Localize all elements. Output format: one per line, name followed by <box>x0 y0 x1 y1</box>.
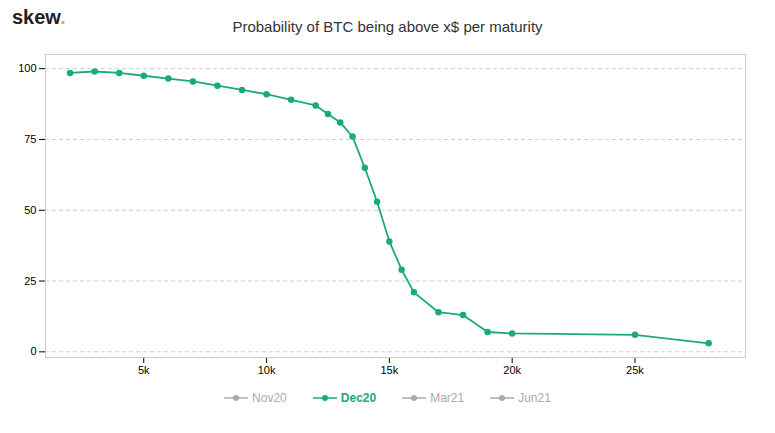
svg-text:5k: 5k <box>138 364 150 376</box>
svg-text:20k: 20k <box>503 364 521 376</box>
html-text:Dec20: Dec20 <box>340 391 377 405</box>
html-text:skew.: skew. <box>12 6 66 28</box>
svg-text:100: 100 <box>18 62 36 74</box>
svg-text:50: 50 <box>24 204 36 216</box>
svg-text:25: 25 <box>24 275 36 287</box>
svg-text:75: 75 <box>24 133 36 145</box>
html-text:Mar21: Mar21 <box>430 391 465 405</box>
svg-text:25k: 25k <box>626 364 644 376</box>
svg-text:10k: 10k <box>258 364 276 376</box>
svg-text:0: 0 <box>30 345 36 357</box>
svg-text:15k: 15k <box>380 364 398 376</box>
html-text:Nov20: Nov20 <box>252 391 287 405</box>
html-text:Probability of BTC being above: Probability of BTC being above x$ per ma… <box>232 18 543 35</box>
html-text:Jun21: Jun21 <box>518 391 551 405</box>
